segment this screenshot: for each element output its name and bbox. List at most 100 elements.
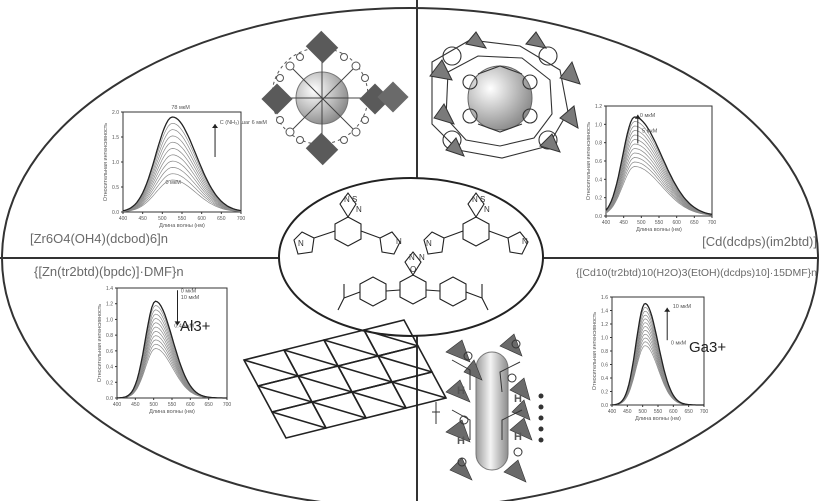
x-axis-label: Длина волны (нм) xyxy=(159,223,205,229)
x-tick-label: 700 xyxy=(700,409,709,415)
y-tick-label: 2.0 xyxy=(112,110,119,116)
x-axis-label: Длина волны (нм) xyxy=(149,409,195,415)
svg-text:N: N xyxy=(396,237,402,246)
ion-label-al: Al3+ xyxy=(180,318,211,335)
y-tick-label: 0.8 xyxy=(601,349,608,355)
trend-arrow-head xyxy=(174,321,181,326)
emission-curve xyxy=(122,141,242,212)
y-tick-label: 0.8 xyxy=(106,333,113,339)
lattice-diagonal xyxy=(363,329,419,347)
y-tick-label: 0.0 xyxy=(595,214,602,220)
plot-annotation: 10 мкМ xyxy=(181,295,200,301)
svg-text:H: H xyxy=(514,393,522,405)
cd-mof-structure xyxy=(429,31,581,159)
y-tick-label: 1.4 xyxy=(106,286,113,292)
emission-curve xyxy=(117,300,227,399)
y-tick-label: 0.0 xyxy=(112,210,119,216)
emission-curve xyxy=(122,116,242,212)
svg-text:N: N xyxy=(419,253,425,262)
y-tick-label: 1.4 xyxy=(601,309,608,315)
x-tick-label: 550 xyxy=(654,409,663,415)
lattice-diagonal xyxy=(391,381,447,399)
svg-text:N: N xyxy=(484,205,490,214)
spectrum-plot-bottom-left: 400 450 500 550 600 650 700 0.0 0.2 0.4 0.6 0.8 1.0 1… xyxy=(97,286,231,415)
spectrum-plot-bottom-right: 400 450 500 550 600 650 700 0.0 0.2 0.4 0.6 0.8 1.0 1… xyxy=(592,295,708,422)
svg-text:S: S xyxy=(352,195,357,204)
emission-curve xyxy=(611,302,704,406)
x-tick-label: 700 xyxy=(237,216,246,222)
emission-curve xyxy=(605,166,713,216)
y-axis-label: Относительная интенсивность xyxy=(586,122,592,200)
zr-cluster-icon xyxy=(261,30,409,166)
formula-bottom-left: {[Zn(tr2btd)(bpdc)]·DMF}n xyxy=(34,264,184,279)
lattice-diagonal xyxy=(351,391,407,409)
emission-curve xyxy=(122,154,242,212)
x-tick-label: 550 xyxy=(655,220,664,226)
x-tick-label: 700 xyxy=(708,220,717,226)
plot-annotation: 0 мкМ xyxy=(640,113,656,119)
y-tick-label: 0.8 xyxy=(595,141,602,147)
svg-text:N: N xyxy=(356,205,362,214)
lattice-diagonal xyxy=(257,385,313,403)
x-tick-label: 650 xyxy=(217,216,226,222)
trend-arrow-head xyxy=(212,124,219,128)
lattice-diagonal xyxy=(243,359,299,377)
lattice-diagonal xyxy=(283,349,339,367)
emission-curve xyxy=(122,135,242,212)
lattice-diagonal xyxy=(271,411,327,429)
plot-annotation: 0.4 мкМ xyxy=(174,324,194,330)
x-tick-label: 450 xyxy=(619,220,628,226)
axis-legend-icon xyxy=(432,393,544,443)
y-axis-label: Относительная интенсивность xyxy=(592,312,598,390)
y-tick-label: 0.2 xyxy=(601,390,608,396)
emission-curve xyxy=(122,160,242,212)
svg-text:N: N xyxy=(472,195,478,204)
cd10-mof-structure: H H H H xyxy=(432,333,544,483)
plot-annotation: 10 мкМ xyxy=(673,304,692,310)
emission-curve xyxy=(605,152,713,216)
y-tick-label: 0.2 xyxy=(595,196,602,202)
lattice-diagonal xyxy=(323,339,379,357)
zn-mof-lattice xyxy=(242,319,448,439)
y-tick-label: 0.2 xyxy=(106,380,113,386)
spectrum-plot-top-right: 400 450 500 550 600 650 700 0.0 0.2 0.4 0.6 0.8 1.0 1… xyxy=(586,104,716,233)
y-tick-label: 1.0 xyxy=(112,160,119,166)
x-tick-label: 400 xyxy=(608,409,617,415)
y-tick-label: 1.0 xyxy=(601,336,608,342)
x-tick-label: 400 xyxy=(119,216,128,222)
emission-curve xyxy=(605,143,713,216)
svg-text:N: N xyxy=(344,195,350,204)
x-axis-label: Длина волны (нм) xyxy=(636,227,682,233)
svg-text:N: N xyxy=(409,253,415,262)
plot-annotation: 0 мкМ xyxy=(671,341,687,347)
y-tick-label: 1.2 xyxy=(601,322,608,328)
formula-top-left: [Zr6O4(OH4)(dcbod)6]n xyxy=(30,231,168,246)
x-tick-label: 600 xyxy=(672,220,681,226)
emission-curve xyxy=(122,129,242,212)
x-tick-label: 650 xyxy=(684,409,693,415)
svg-text:S: S xyxy=(480,195,485,204)
lattice-diagonal xyxy=(297,375,353,393)
y-tick-label: 1.2 xyxy=(106,302,113,308)
emission-curve xyxy=(122,148,242,212)
svg-text:H: H xyxy=(457,435,465,447)
plot-annotation: 0 мкМ xyxy=(165,180,181,186)
emission-curve xyxy=(122,173,242,212)
y-tick-label: 0.4 xyxy=(595,177,602,183)
x-axis-label: Длина волны (нм) xyxy=(635,416,681,422)
lattice-diagonal xyxy=(377,355,433,373)
plot-annotation: 78 мкМ xyxy=(171,105,190,111)
plot-annotation: С (NH₃) шаг 6 мкМ xyxy=(220,120,268,126)
y-tick-label: 0.0 xyxy=(106,396,113,402)
emission-curve xyxy=(122,179,242,212)
y-axis-label: Относительная интенсивность xyxy=(103,123,109,201)
lattice-diagonal xyxy=(337,365,393,383)
x-tick-label: 500 xyxy=(637,220,646,226)
svg-text:H: H xyxy=(514,431,522,443)
y-tick-label: 0.4 xyxy=(106,365,113,371)
y-tick-label: 1.0 xyxy=(595,122,602,128)
lattice-diagonal xyxy=(311,401,367,419)
svg-text:O: O xyxy=(410,265,416,274)
